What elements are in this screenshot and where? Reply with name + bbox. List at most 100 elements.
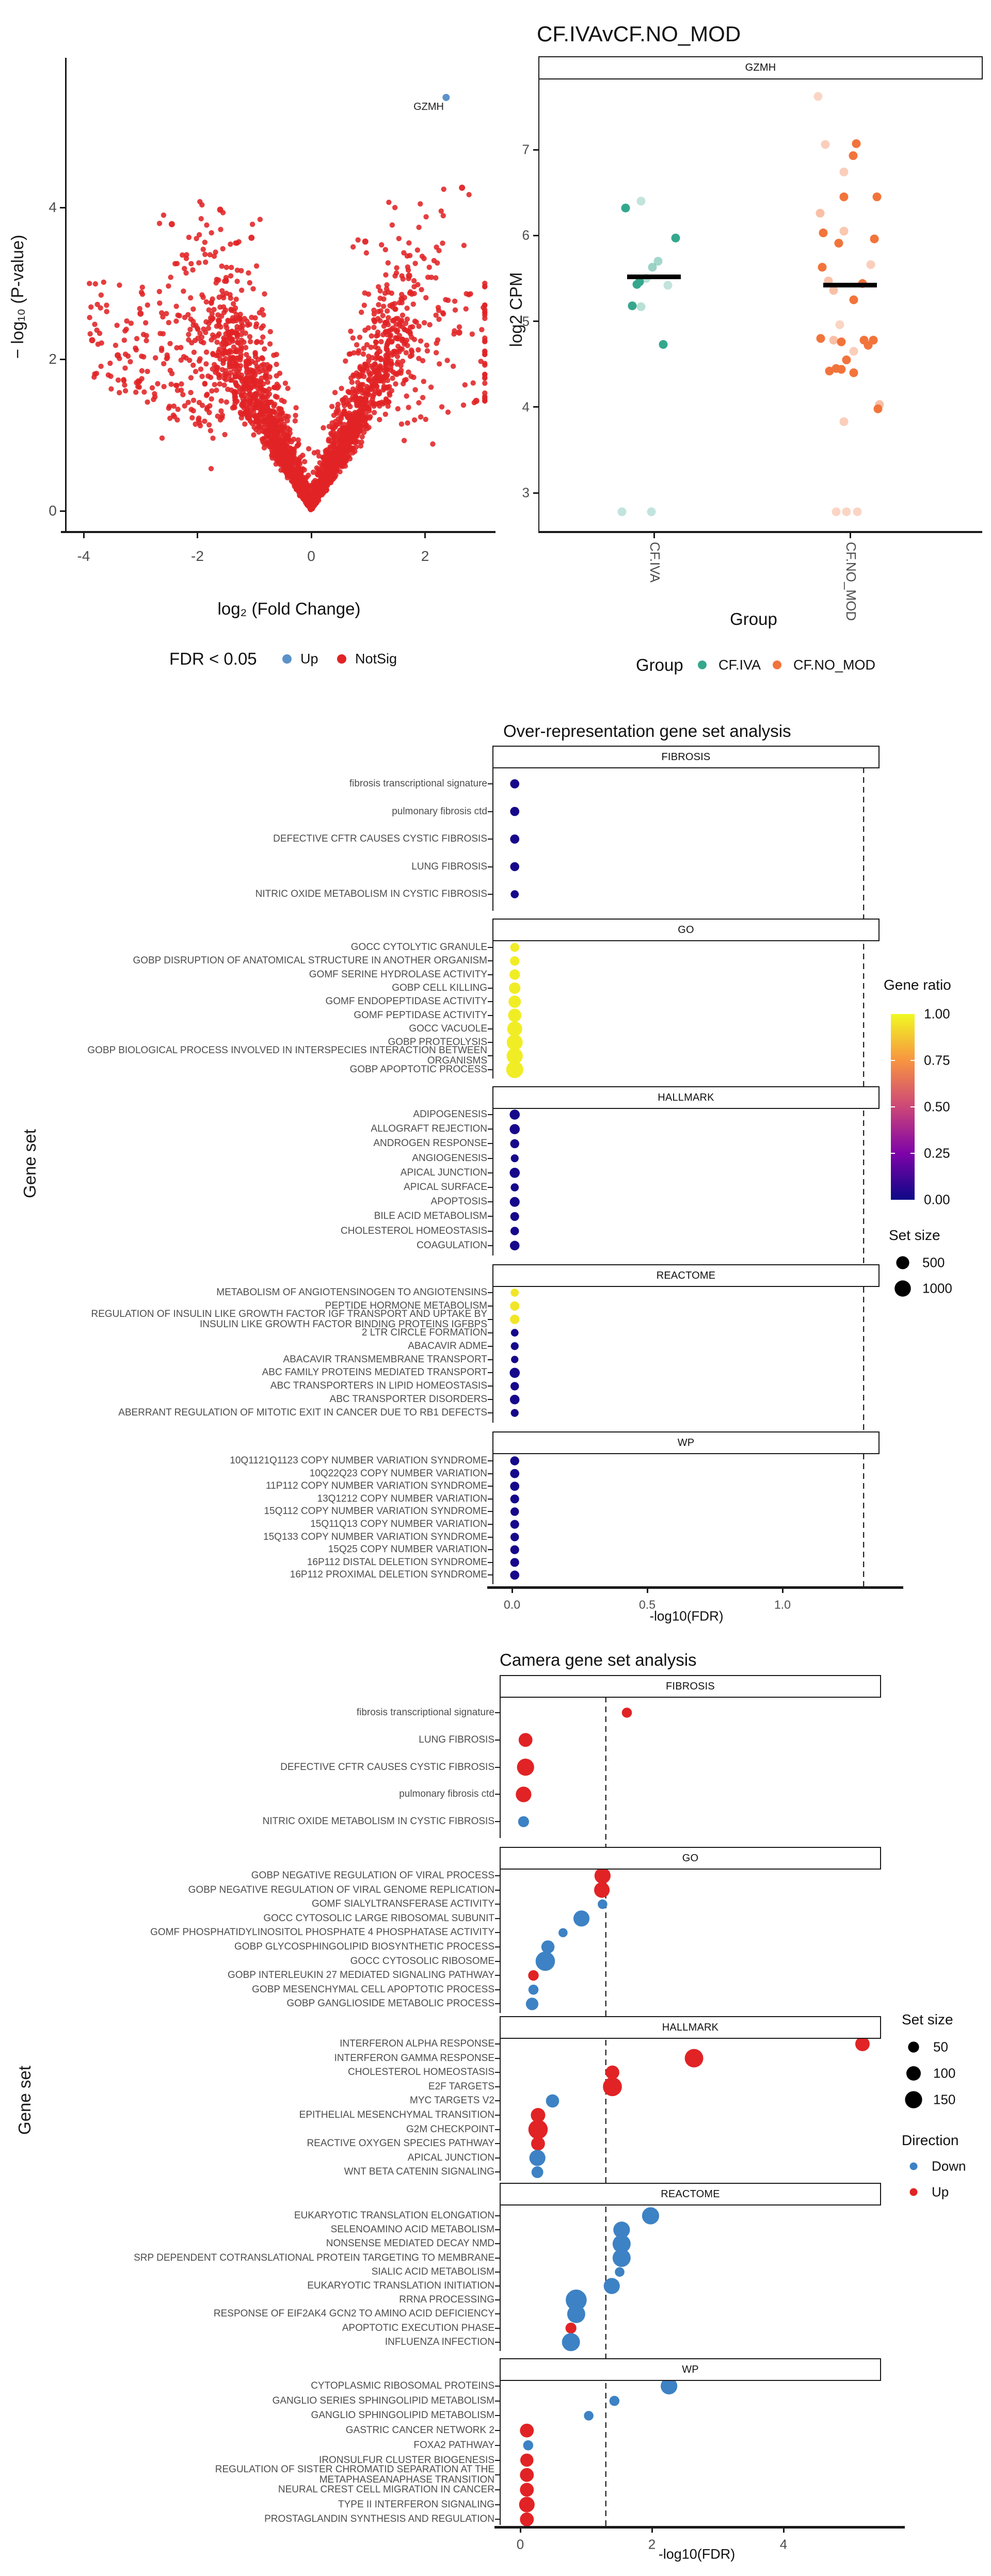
volcano-point — [215, 349, 221, 355]
gene-set-row-label: G2M CHECKPOINT — [406, 2123, 494, 2135]
expression-point — [832, 507, 841, 517]
volcano-point — [363, 250, 370, 256]
gene-set-row-label: LUNG FIBROSIS — [411, 861, 487, 872]
volcano-y-tick — [60, 358, 65, 360]
volcano-point — [173, 303, 179, 309]
gene-set-row-tick — [488, 1292, 492, 1293]
volcano-point — [396, 333, 403, 339]
volcano-point — [247, 413, 252, 419]
volcano-point — [241, 339, 247, 345]
volcano-point — [341, 408, 347, 414]
volcano-point — [387, 384, 392, 390]
volcano-point — [436, 248, 442, 253]
camera-direction-legend-label: Up — [932, 2184, 949, 2200]
volcano-point — [223, 291, 229, 296]
gene-set-row-label: PEPTIDE HORMONE METABOLISM — [325, 1300, 487, 1311]
colorbar-tick — [891, 1106, 895, 1107]
volcano-point — [122, 388, 129, 394]
volcano-point — [292, 455, 298, 461]
volcano-point — [218, 227, 223, 232]
volcano-point — [357, 334, 363, 340]
gene-set-dot — [510, 1482, 520, 1491]
volcano-point — [188, 375, 194, 381]
gene-set-row-label: BILE ACID METABOLISM — [374, 1211, 487, 1222]
volcano-point — [91, 374, 97, 380]
gene-set-dot — [510, 1289, 519, 1297]
volcano-point — [232, 405, 237, 411]
gene-set-dot — [531, 2166, 544, 2178]
volcano-point — [310, 469, 316, 475]
volcano-point — [164, 311, 169, 316]
volcano-point — [371, 376, 377, 382]
volcano-point — [230, 301, 236, 307]
gene-set-row-label: ANDROGEN RESPONSE — [373, 1138, 487, 1149]
gene-set-row-label: 10Q1121Q1123 COPY NUMBER VARIATION SYNDR… — [230, 1455, 487, 1466]
volcano-point — [339, 385, 344, 391]
volcano-point — [136, 384, 142, 390]
volcano-point — [463, 306, 469, 312]
camera-set-size-legend-label: 50 — [933, 2039, 948, 2055]
volcano-point — [152, 355, 158, 361]
volcano-point — [202, 381, 208, 387]
volcano-point — [134, 336, 140, 342]
expression-point — [837, 337, 846, 347]
volcano-point — [239, 372, 245, 378]
gene-set-dot — [509, 982, 521, 994]
volcano-point — [133, 389, 139, 395]
volcano-point — [211, 307, 217, 312]
volcano-point — [98, 305, 103, 311]
volcano-point — [306, 446, 312, 452]
volcano-point — [276, 441, 282, 447]
volcano-point — [197, 330, 203, 336]
volcano-x-tick — [83, 533, 85, 538]
volcano-point — [386, 315, 391, 320]
volcano-point — [387, 392, 393, 398]
volcano-point — [107, 360, 113, 366]
volcano-point — [175, 312, 181, 318]
gene-set-dot — [525, 1998, 539, 2010]
volcano-point — [220, 340, 226, 345]
volcano-point — [87, 315, 92, 320]
gene-set-dot — [510, 1314, 520, 1324]
volcano-point — [360, 351, 366, 357]
volcano-point — [378, 242, 385, 248]
volcano-point — [398, 363, 404, 368]
gene-set-row-label: PROSTAGLANDIN SYNTHESIS AND REGULATION — [264, 2514, 494, 2525]
gene-set-row-label: TYPE II INTERFERON SIGNALING — [338, 2499, 494, 2510]
gene-set-dot — [510, 779, 520, 788]
volcano-point — [196, 232, 202, 238]
gzmh-highlight-point — [442, 93, 450, 101]
volcano-point — [185, 399, 191, 406]
volcano-point — [383, 320, 389, 326]
volcano-point — [251, 383, 257, 389]
volcano-point — [199, 202, 205, 208]
expression-point — [849, 151, 858, 160]
volcano-x-tick-label: 2 — [421, 548, 429, 564]
volcano-point — [392, 205, 398, 211]
volcano-point — [352, 433, 358, 439]
volcano-outlier-point — [217, 206, 223, 213]
gene-set-dot — [612, 2249, 631, 2267]
volcano-point — [332, 390, 338, 395]
volcano-point — [482, 280, 488, 286]
volcano-point — [282, 468, 287, 474]
volcano-point — [206, 307, 212, 313]
facet-strip-label: FIBROSIS — [666, 1680, 715, 1692]
gene-set-row-tick — [495, 2489, 500, 2490]
gene-set-dot — [509, 1167, 520, 1178]
gene-set-row-tick — [495, 1889, 500, 1891]
volcano-outlier-point — [362, 238, 369, 245]
volcano-point — [267, 364, 273, 370]
volcano-point — [405, 420, 410, 426]
volcano-point — [206, 320, 212, 326]
gene-set-row-label: 16P112 PROXIMAL DELETION SYNDROME — [290, 1569, 487, 1581]
facet-strip-go: GO — [492, 919, 880, 941]
gene-set-dot — [510, 1456, 519, 1466]
volcano-point — [318, 472, 324, 478]
volcano-point — [201, 340, 206, 346]
gene-set-row-tick — [488, 1345, 492, 1347]
volcano-point — [355, 426, 361, 432]
volcano-point — [390, 304, 395, 310]
volcano-point — [227, 335, 232, 341]
volcano-point — [361, 302, 367, 308]
